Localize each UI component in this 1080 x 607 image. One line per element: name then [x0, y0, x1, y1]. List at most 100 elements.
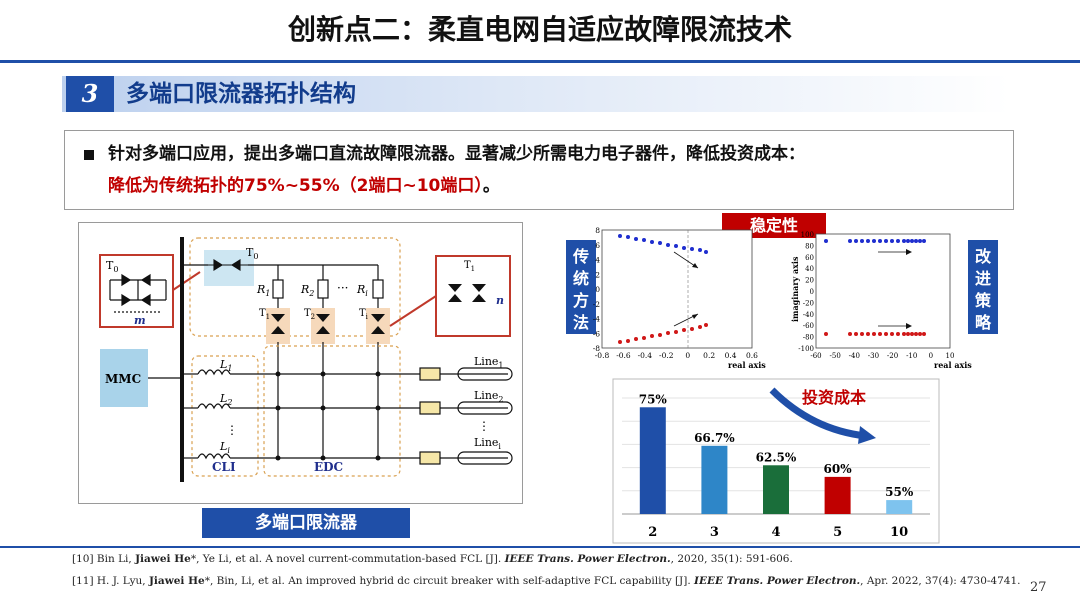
cost-trend-arrow [769, 387, 867, 440]
right-ytick-label: -20 [803, 299, 814, 307]
bar [763, 465, 789, 514]
bar-value-label: 60% [824, 462, 853, 476]
right-ytick-label: 100 [801, 231, 814, 239]
title-divider [0, 60, 1080, 63]
left-ytick-label: -6 [593, 329, 601, 338]
section-number: 3 [66, 76, 114, 112]
category-label: 2 [648, 525, 657, 540]
resistor-label-2: R2 [300, 283, 314, 298]
thyristor-label-2: T2 [304, 308, 315, 321]
bullet-square-icon [84, 150, 94, 160]
left-ytick-label: 8 [595, 226, 600, 235]
left-ytick-label: 2 [595, 270, 600, 279]
traditional-method-label: 传统方法 [566, 240, 596, 334]
circuit-diagram: T0 m T0 R1 R2 Ri ··· [99, 237, 513, 482]
t0-detail-thyristors [109, 273, 167, 313]
m-label: m [134, 314, 146, 327]
bar-value-label: 75% [639, 392, 668, 406]
circuit-diagram-frame [78, 222, 523, 504]
left-ytick-label: 6 [595, 241, 600, 250]
ti-detail-label: T1 [464, 260, 475, 273]
right-xtick-label: -60 [810, 352, 821, 360]
thyristor-label-i: Ti [359, 308, 369, 321]
t0-label: T0 [246, 246, 258, 261]
section-banner [62, 76, 1010, 112]
left-xtick-label: -0.8 [595, 351, 610, 360]
reference-10: [10] Bin Li, Jiawei He*, Ye Li, et al. A… [72, 553, 793, 565]
right-xtick-label: 10 [946, 352, 955, 360]
left-xtick-label: -0.6 [616, 351, 631, 360]
edc-label: EDC [314, 460, 343, 474]
cost-trend-arrowhead [858, 426, 876, 444]
page-number: 27 [1030, 580, 1047, 595]
footer-divider [0, 546, 1080, 548]
section-title: 多端口限流器拓扑结构 [126, 81, 356, 107]
ti-callout-line [389, 295, 437, 327]
left-xtick-label: -0.4 [638, 351, 653, 360]
t0-region [189, 237, 401, 337]
right-xtick-label: -10 [906, 352, 917, 360]
bar [824, 476, 851, 514]
t0-callout-line [172, 271, 201, 291]
t0-block [204, 250, 254, 286]
category-label: 4 [771, 525, 780, 540]
left-ytick-label: -4 [593, 315, 601, 324]
right-ytick-label: 20 [805, 277, 814, 285]
left-ytick-label: 4 [595, 256, 600, 265]
cli-region [191, 355, 259, 477]
right-xtick-label: -50 [830, 352, 841, 360]
right-plot-xlabel: real axis [934, 360, 972, 370]
bar-value-label: 62.5% [756, 450, 797, 464]
right-ytick-label: -40 [803, 311, 814, 319]
resistor-label-1: R1 [256, 283, 270, 298]
left-xtick-label: 0.4 [725, 351, 737, 360]
cli-label: CLI [212, 460, 236, 474]
right-xtick-label: -20 [887, 352, 898, 360]
right-plot-ylabel: imaginary axis [790, 256, 800, 322]
resistor-ellipsis: ··· [337, 281, 348, 295]
circuit-caption: 多端口限流器 [202, 508, 410, 538]
inductor-vdots: ⋮ [226, 423, 238, 437]
right-ytick-label: 80 [805, 242, 814, 250]
traditional-pole-plot: 8 6 4 2 0 -2 -4 -6 -8 -0.8 -0.6 -0.4 -0.2 0 0.2 0.4 0.6… [593, 226, 766, 370]
t0-detail-box [99, 254, 174, 328]
inductor-label-i: Li [219, 440, 230, 455]
line-feeders [182, 367, 513, 465]
improved-strategy-label: 改进策略 [968, 240, 998, 334]
bar [886, 500, 913, 514]
investment-cost-chart: 75% 66.7% 62.5% 60% 55% 2 3 4 5 10 投资成本 [612, 378, 940, 544]
bar [701, 445, 728, 514]
left-xtick-label: 0.6 [746, 351, 758, 360]
right-xtick-label: -40 [849, 352, 860, 360]
bullet-box [64, 130, 1014, 210]
right-ytick-label: 40 [805, 265, 814, 273]
line-label-i: Linei [474, 436, 501, 451]
mmc-label: MMC [105, 372, 141, 386]
right-ytick-label: -80 [803, 334, 814, 342]
edc-region [263, 345, 401, 477]
line-label-2: Line2 [474, 389, 504, 404]
right-ytick-label: 60 [805, 254, 814, 262]
line-vdots: ⋮ [478, 419, 490, 433]
chart-title: 投资成本 [802, 388, 866, 407]
bar [639, 407, 666, 514]
bar-value-label: 55% [885, 485, 914, 499]
line-label-1: Line1 [474, 355, 504, 370]
left-xtick-label: -0.2 [659, 351, 674, 360]
bar-value-label: 66.7% [694, 431, 735, 445]
reference-11: [11] H. J. Lyu, Jiawei He*, Bin, Li, et … [72, 575, 1021, 587]
left-ytick-label: 0 [595, 285, 600, 294]
category-label: 5 [833, 525, 842, 540]
bullet-tail: 。 [482, 176, 500, 196]
left-ytick-label: -2 [593, 300, 601, 309]
left-xtick-label: 0.2 [703, 351, 715, 360]
inductor-label-1: L1 [219, 358, 232, 373]
bullet-text-line1: 针对多端口应用，提出多端口直流故障限流器。显著减少所需电力电子器件，降低投资成本… [108, 144, 805, 164]
category-label: 3 [710, 525, 719, 540]
right-ytick-label: -100 [798, 345, 814, 353]
right-xtick-label: 0 [929, 352, 933, 360]
resistor-label-i: Ri [356, 283, 368, 298]
mmc-block [100, 349, 148, 407]
left-xtick-label: 0 [685, 351, 690, 360]
